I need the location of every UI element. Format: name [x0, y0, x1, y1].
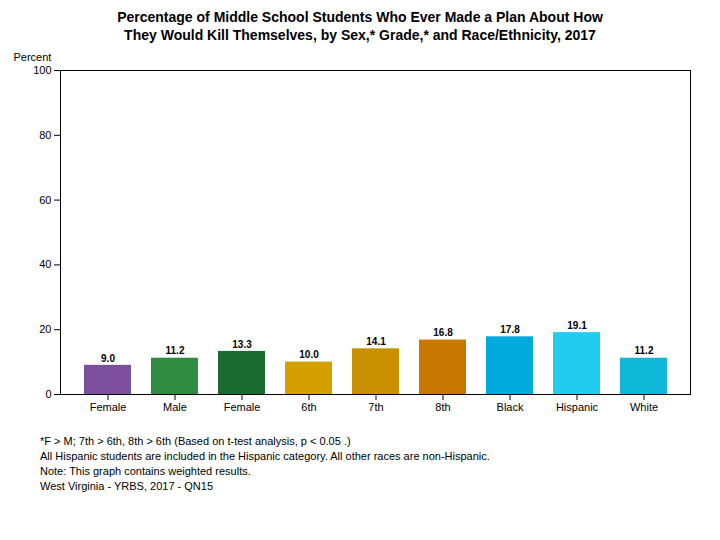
html-text:They Would Kill Themselves, by: They Would Kill Themselves, by Sex,* Gra… [124, 27, 596, 43]
svg-text:17.8: 17.8 [500, 324, 520, 335]
svg-text:White: White [630, 401, 658, 413]
svg-text:16.8: 16.8 [433, 327, 453, 338]
svg-text:6th: 6th [301, 401, 316, 413]
svg-text:0: 0 [45, 388, 51, 400]
svg-text:11.2: 11.2 [635, 345, 654, 356]
svg-text:10.0: 10.0 [299, 349, 319, 360]
html-text:*F > M; 7th > 6th, 8th > 6th (: *F > M; 7th > 6th, 8th > 6th (Based on t… [40, 435, 351, 447]
svg-text:20: 20 [39, 323, 51, 335]
svg-text:40: 40 [39, 258, 51, 270]
svg-text:19.1: 19.1 [567, 320, 587, 331]
svg-text:9.0: 9.0 [101, 353, 115, 364]
svg-text:100: 100 [33, 64, 51, 76]
svg-text:13.3: 13.3 [232, 339, 252, 350]
svg-text:Female: Female [90, 401, 127, 413]
html-text:Percentage of Middle School St: Percentage of Middle School Students Who… [117, 9, 603, 25]
svg-text:8th: 8th [435, 401, 450, 413]
html-text:All Hispanic students are incl: All Hispanic students are included in th… [40, 450, 490, 462]
svg-text:Percent: Percent [14, 51, 52, 63]
svg-text:Black: Black [497, 401, 524, 413]
svg-text:Female: Female [224, 401, 261, 413]
html-text:West Virginia - YRBS, 2017 - Q: West Virginia - YRBS, 2017 - QN15 [40, 480, 213, 492]
svg-text:60: 60 [39, 194, 51, 206]
svg-text:14.1: 14.1 [366, 336, 386, 347]
svg-text:80: 80 [39, 129, 51, 141]
svg-text:Male: Male [163, 401, 187, 413]
svg-text:Hispanic: Hispanic [556, 401, 599, 413]
html-text:Note: This graph contains weig: Note: This graph contains weighted resul… [40, 465, 251, 477]
svg-text:7th: 7th [368, 401, 383, 413]
svg-text:11.2: 11.2 [166, 345, 185, 356]
